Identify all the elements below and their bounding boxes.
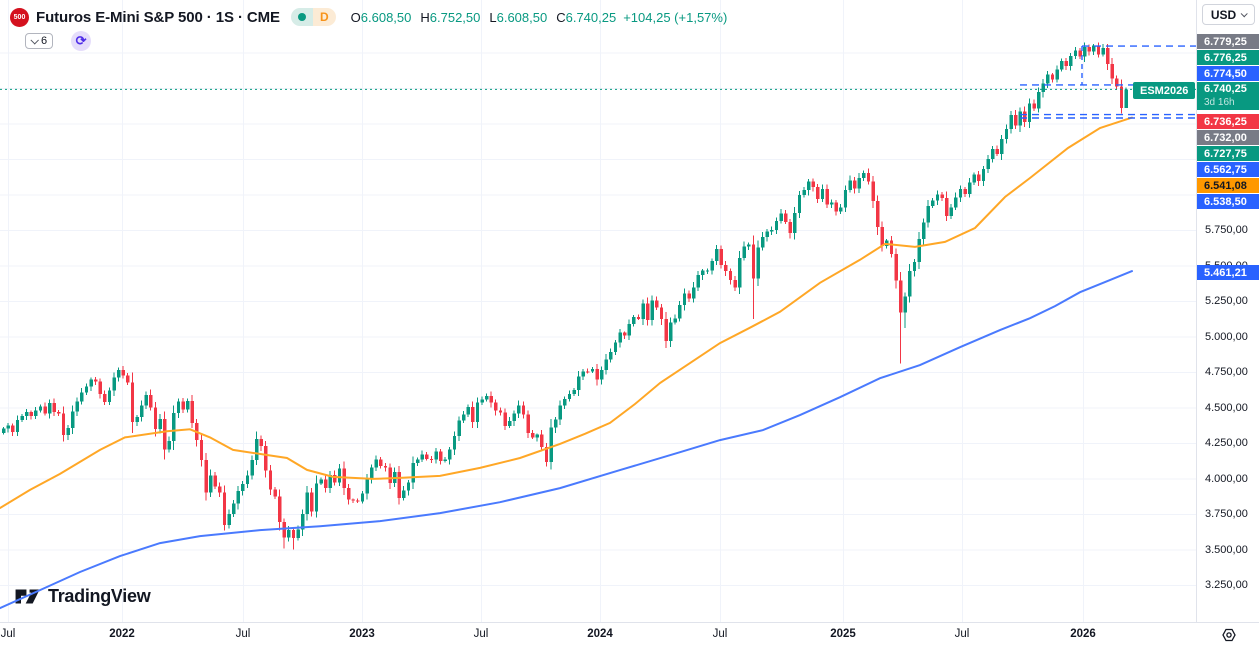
chart-toolbar: 6 ⟳	[25, 31, 92, 51]
price-tick-label: 3.250,00	[1205, 579, 1248, 592]
ohlc-values: O6.608,50 H6.752,50 L6.608,50 C6.740,25	[351, 10, 617, 25]
auto-refresh-icon[interactable]: ⟳	[71, 31, 92, 51]
price-label: 6.779,25	[1197, 34, 1259, 49]
countdown-timer: 3d 16h	[1204, 97, 1235, 108]
time-tick-label: Jul	[0, 628, 16, 640]
price-tick-label: 5.000,00	[1205, 330, 1248, 343]
price-tick-label: 4.500,00	[1205, 401, 1248, 414]
symbol-header: 500 Futuros E-Mini S&P 500 · 1S · CME D …	[10, 5, 727, 29]
low-value: 6.608,50	[496, 9, 548, 25]
price-label: 6.736,25	[1197, 114, 1259, 129]
currency-label: USD	[1210, 7, 1237, 22]
price-axis[interactable]: USD 5.750,005.500,005.250,005.000,004.75…	[1196, 0, 1259, 622]
price-label: 6.732,00	[1197, 130, 1259, 145]
open-label: O	[350, 9, 361, 25]
price-chart[interactable]	[0, 0, 1196, 622]
time-axis[interactable]: Jul 2022 Jul 2023 Jul 2024 Jul 2025 Jul 2026	[0, 622, 1259, 647]
time-tick-label: Jul	[954, 628, 970, 640]
ma-fast-line[interactable]	[0, 116, 1133, 509]
price-tick-label: 5.250,00	[1205, 295, 1248, 308]
chevron-down-icon	[1240, 10, 1248, 18]
chevron-down-icon	[30, 36, 39, 45]
high-value: 6.752,50	[429, 9, 481, 25]
price-tick-label: 4.000,00	[1205, 472, 1248, 485]
data-mode-badge: D	[312, 8, 336, 26]
open-value: 6.608,50	[360, 9, 412, 25]
ma-slow-line[interactable]	[0, 270, 1133, 610]
drawings-count: 6	[41, 35, 48, 47]
chart-pane[interactable]: ESM2026	[0, 0, 1196, 622]
close-value: 6.740,25	[565, 9, 617, 25]
price-label: 6.538,50	[1197, 194, 1259, 209]
time-tick-label: Jul	[235, 628, 251, 640]
price-label: 6.541,08	[1197, 178, 1259, 193]
gridlines	[0, 0, 1196, 622]
market-status-badge[interactable]: D	[290, 8, 336, 26]
time-tick-label: 2022	[109, 628, 135, 640]
market-open-dot-icon	[290, 8, 313, 26]
candles-layer	[2, 42, 1128, 550]
price-tick-label: 4.750,00	[1205, 366, 1248, 379]
time-tick-label: 2025	[830, 628, 856, 640]
watermark-text: TradingView	[48, 586, 151, 606]
price-label: 6.740,25 3d 16h	[1197, 82, 1259, 110]
price-tick-label: 3.750,00	[1205, 508, 1248, 521]
time-tick-label: 2023	[349, 628, 375, 640]
price-tick-label: 4.250,00	[1205, 437, 1248, 450]
price-label: 6.776,25	[1197, 50, 1259, 65]
axis-settings-icon[interactable]	[1221, 627, 1237, 643]
time-tick-label: 2024	[587, 628, 613, 640]
price-tick-label: 5.750,00	[1205, 224, 1248, 236]
price-label: 6.774,50	[1197, 66, 1259, 81]
price-label: 6.562,75	[1197, 162, 1259, 177]
time-tick-label: Jul	[712, 628, 728, 640]
time-tick-label: 2026	[1070, 628, 1096, 640]
low-label: L	[489, 9, 497, 25]
symbol-title[interactable]: Futuros E-Mini S&P 500 · 1S · CME	[36, 8, 280, 26]
price-tick-label: 3.500,00	[1205, 543, 1248, 556]
drawings-count-dropdown[interactable]: 6	[25, 33, 54, 49]
close-label: C	[556, 9, 566, 25]
price-label: 5.461,21	[1197, 265, 1259, 280]
change-value: +104,25 (+1,57%)	[623, 9, 728, 25]
high-label: H	[420, 9, 430, 25]
price-label: 6.727,75	[1197, 146, 1259, 161]
time-tick-label: Jul	[473, 628, 489, 640]
currency-button[interactable]: USD	[1202, 4, 1255, 25]
sp500-logo-icon: 500	[10, 7, 29, 27]
contract-label: ESM2026	[1133, 82, 1196, 99]
